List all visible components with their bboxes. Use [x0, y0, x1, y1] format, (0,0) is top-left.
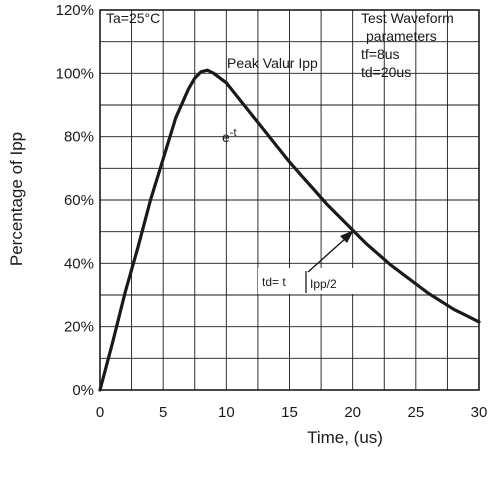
x-tick-labels: 0 5 10 15 20 25 30: [96, 404, 488, 421]
peak-label: Peak Valur Ipp: [227, 55, 318, 71]
x-tick-label: 15: [281, 404, 298, 421]
x-tick-label: 30: [471, 404, 488, 421]
y-tick-label: 0%: [72, 382, 94, 399]
x-tick-label: 20: [344, 404, 361, 421]
y-tick-label: 100%: [56, 65, 94, 82]
td-arrow-shaft: [307, 237, 347, 273]
y-axis-title: Percentage of Ipp: [7, 132, 26, 266]
grid-lines: [100, 10, 479, 390]
td-arrowhead: [340, 230, 354, 243]
y-tick-label: 40%: [64, 255, 94, 272]
x-tick-label: 0: [96, 404, 104, 421]
td-annotation-suffix: Ipp/2: [310, 277, 337, 291]
y-tick-labels: 0% 20% 40% 60% 80% 100% 120%: [56, 2, 94, 399]
tf-label: tf=8us: [361, 46, 400, 62]
waveform-title: Test Waveform: [361, 10, 454, 26]
x-tick-label: 25: [407, 404, 424, 421]
td-annotation-prefix: td= t: [262, 275, 286, 289]
td-annotation-background: [258, 268, 368, 294]
y-tick-label: 80%: [64, 129, 94, 146]
y-tick-label: 20%: [64, 319, 94, 336]
y-tick-label: 60%: [64, 192, 94, 209]
decay-base: e: [222, 129, 230, 145]
waveform-parameters: parameters: [366, 28, 437, 44]
condition-label: Ta=25°C: [106, 10, 160, 26]
waveform-curve: [98, 68, 481, 392]
x-tick-label: 10: [218, 404, 235, 421]
y-tick-label: 120%: [56, 2, 94, 19]
td-label: td=20us: [361, 64, 411, 80]
decay-label: e-t: [222, 127, 237, 145]
x-tick-label: 5: [159, 404, 167, 421]
plot-frame: [99, 9, 480, 391]
x-axis-title: Time, (us): [307, 428, 383, 447]
decay-exponent: -t: [230, 127, 237, 139]
